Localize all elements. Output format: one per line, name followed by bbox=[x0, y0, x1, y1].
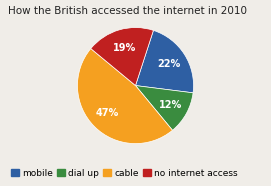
Text: 22%: 22% bbox=[157, 59, 180, 69]
Legend: mobile, dial up, cable, no internet access: mobile, dial up, cable, no internet acce… bbox=[7, 165, 241, 182]
Text: 12%: 12% bbox=[159, 100, 182, 110]
Text: How the British accessed the internet in 2010: How the British accessed the internet in… bbox=[8, 6, 247, 16]
Text: 47%: 47% bbox=[96, 108, 119, 118]
Wedge shape bbox=[136, 86, 193, 130]
Text: 19%: 19% bbox=[113, 43, 136, 53]
Wedge shape bbox=[136, 30, 193, 93]
Wedge shape bbox=[91, 28, 153, 86]
Wedge shape bbox=[78, 49, 172, 144]
